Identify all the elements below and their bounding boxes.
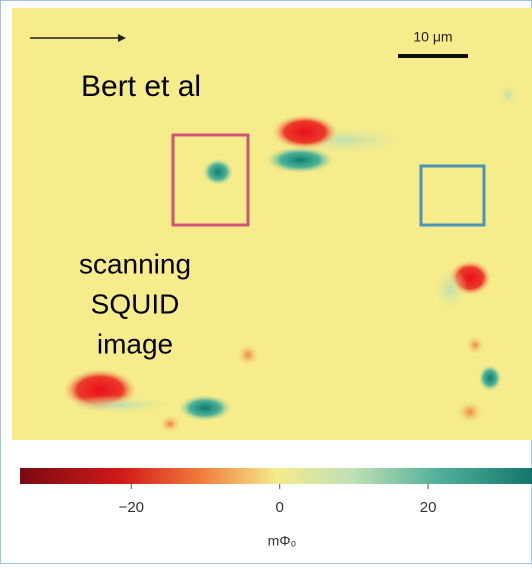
colorbar bbox=[20, 468, 532, 484]
figure: 10 μm Bert et al scanning SQUID image mΦ… bbox=[0, 0, 532, 564]
caption-line: image bbox=[97, 328, 173, 359]
scale-bar-label: 10 μm bbox=[413, 29, 452, 45]
caption-line: SQUID bbox=[91, 288, 180, 319]
credit: Bert et al bbox=[81, 70, 201, 103]
colorbar-unit: mΦ₀ bbox=[268, 533, 297, 549]
colorbar-tick-label: 0 bbox=[276, 499, 284, 516]
colorbar-tick-label: 20 bbox=[420, 499, 437, 516]
page: 10 μm Bert et al scanning SQUID image mΦ… bbox=[0, 0, 532, 564]
colorbar-tick-label: −20 bbox=[119, 499, 144, 516]
caption-line: scanning bbox=[79, 248, 191, 279]
